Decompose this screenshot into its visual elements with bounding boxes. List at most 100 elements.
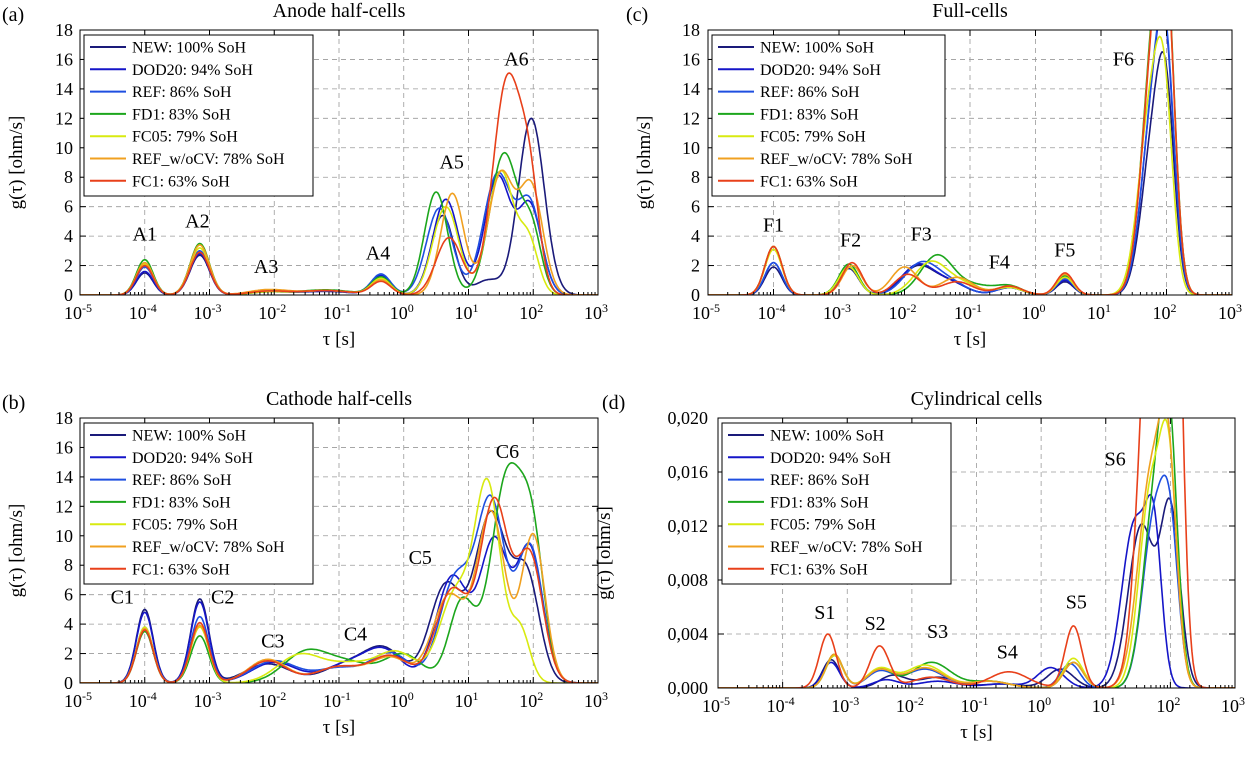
- x-axis: 10-5 10-4 10-3 10-2 10-1 100 101 102 103: [64, 418, 608, 711]
- panel-label: (d): [602, 392, 625, 414]
- peak-label: S4: [997, 641, 1018, 663]
- legend-label: NEW: 100% SoH: [760, 40, 875, 57]
- legend-box: [721, 422, 952, 585]
- x-tick-label: 10-2: [896, 694, 924, 716]
- legend-label: DOD20: 94% SoH: [132, 450, 253, 467]
- peak-label: S2: [865, 613, 886, 635]
- legend-label: FC05: 79% SoH: [132, 129, 238, 146]
- y-tick-label: 18: [682, 20, 700, 40]
- y-tick-label: 0,016: [668, 462, 709, 482]
- x-tick-label: 100: [390, 301, 414, 323]
- x-tick-label: 101: [455, 301, 479, 323]
- peak-label: C1: [111, 587, 134, 609]
- legend-label: DOD20: 94% SoH: [132, 62, 253, 79]
- chart-panel-1: 10-5 10-4 10-3 10-2 10-1 100 101 102 103 τ [s] 0 2 4…: [626, 0, 1242, 350]
- y-tick-label: 4: [64, 614, 73, 634]
- y-tick-label: 0: [64, 285, 73, 305]
- y-tick-label: 8: [64, 167, 73, 187]
- legend-label: FC05: 79% SoH: [132, 517, 238, 534]
- chart-title: Cylindrical cells: [911, 388, 1043, 410]
- y-tick-label: 2: [64, 644, 73, 664]
- x-tick-label: 10-3: [194, 689, 222, 711]
- legend-label: REF_w/oCV: 78% SoH: [770, 539, 923, 556]
- x-tick-label: 100: [390, 689, 414, 711]
- legend-label: FD1: 83% SoH: [760, 106, 859, 123]
- legend-label: FC1: 63% SoH: [132, 173, 230, 190]
- x-axis: 10-5 10-4 10-3 10-2 10-1 100 101 102 103: [692, 30, 1242, 323]
- y-tick-label: 14: [55, 79, 73, 99]
- x-tick-label: 102: [519, 301, 543, 323]
- legend-label: REF: 86% SoH: [760, 84, 860, 101]
- peak-label: A2: [185, 210, 209, 232]
- peak-label: A5: [439, 151, 463, 173]
- legend-box: [83, 34, 314, 197]
- panel-label: (b): [2, 392, 25, 414]
- legend-label: REF_w/oCV: 78% SoH: [760, 151, 913, 168]
- series-line-fc1: [708, 30, 1232, 295]
- chart-title: Full-cells: [932, 0, 1008, 22]
- legend-box: [711, 34, 946, 197]
- x-tick-label: 103: [584, 689, 608, 711]
- x-tick-label: 10-2: [258, 301, 286, 323]
- peak-label: F4: [989, 252, 1010, 274]
- y-tick-label: 18: [55, 20, 73, 40]
- x-tick-label: 10-5: [702, 694, 730, 716]
- x-tick-label: 10-4: [767, 694, 795, 716]
- peak-label: A6: [504, 48, 528, 70]
- peak-label: C4: [344, 623, 367, 645]
- y-axis-title: g(τ) [ohm/s]: [634, 116, 655, 210]
- y-tick-label: 0: [691, 285, 700, 305]
- y-tick-label: 12: [55, 108, 73, 128]
- legend: NEW: 100% SoH DOD20: 94% SoH REF: 86% SoH F…: [721, 422, 952, 585]
- peak-label: F1: [763, 215, 784, 237]
- x-tick-label: 10-5: [64, 689, 92, 711]
- legend-label: REF_w/oCV: 78% SoH: [132, 151, 285, 168]
- x-tick-label: 10-5: [692, 301, 720, 323]
- x-axis: 10-5 10-4 10-3 10-2 10-1 100 101 102 103: [64, 30, 608, 323]
- x-tick-label: 10-2: [258, 689, 286, 711]
- chart-panel-2: 10-5 10-4 10-3 10-2 10-1 100 101 102 103 τ [s] 0 2 4…: [2, 388, 608, 738]
- x-tick-label: 10-1: [323, 301, 351, 323]
- panel-label: (a): [2, 4, 24, 26]
- series-group: [708, 30, 1232, 295]
- legend-label: FD1: 83% SoH: [132, 106, 231, 123]
- y-axis-title: g(τ) [ohm/s]: [6, 116, 27, 210]
- x-tick-label: 10-4: [129, 301, 157, 323]
- y-tick-label: 0,000: [668, 678, 709, 698]
- y-tick-label: 16: [55, 49, 73, 69]
- y-tick-label: 12: [55, 496, 73, 516]
- y-tick-label: 14: [682, 79, 700, 99]
- chart-panel-0: 10-5 10-4 10-3 10-2 10-1 100 101 102 103 τ [s] 0 2 4…: [2, 0, 608, 350]
- y-tick-label: 0,008: [668, 570, 709, 590]
- peak-label: S6: [1105, 448, 1126, 470]
- legend-label: FC1: 63% SoH: [132, 561, 230, 578]
- peak-label: A1: [133, 224, 157, 246]
- x-tick-label: 101: [1092, 694, 1116, 716]
- x-tick-label: 10-3: [194, 301, 222, 323]
- peak-label: F3: [911, 224, 932, 246]
- y-tick-label: 8: [64, 555, 73, 575]
- x-tick-label: 103: [1221, 694, 1245, 716]
- y-tick-label: 6: [64, 197, 73, 217]
- y-tick-label: 18: [55, 408, 73, 428]
- y-axis-title: g(τ) [ohm/s]: [594, 506, 615, 600]
- y-tick-label: 16: [55, 437, 73, 457]
- y-axis-title: g(τ) [ohm/s]: [6, 504, 27, 598]
- y-tick-label: 4: [64, 226, 73, 246]
- y-tick-label: 0,004: [668, 624, 709, 644]
- x-axis-title: τ [s]: [960, 722, 992, 743]
- legend-label: DOD20: 94% SoH: [770, 450, 891, 467]
- x-tick-label: 101: [1087, 301, 1111, 323]
- x-tick-label: 10-4: [129, 689, 157, 711]
- y-tick-label: 10: [682, 138, 700, 158]
- y-axis: 0 2 4 6 8 10 12 14 16 18: [55, 408, 598, 693]
- y-tick-label: 2: [691, 256, 700, 276]
- legend-box: [83, 422, 314, 585]
- panel-label: (c): [626, 4, 648, 26]
- legend-label: REF: 86% SoH: [770, 472, 870, 489]
- chart-title: Cathode half-cells: [266, 388, 412, 410]
- legend: NEW: 100% SoH DOD20: 94% SoH REF: 86% SoH F…: [711, 34, 946, 197]
- legend-label: REF: 86% SoH: [132, 84, 232, 101]
- legend-label: FC05: 79% SoH: [760, 129, 866, 146]
